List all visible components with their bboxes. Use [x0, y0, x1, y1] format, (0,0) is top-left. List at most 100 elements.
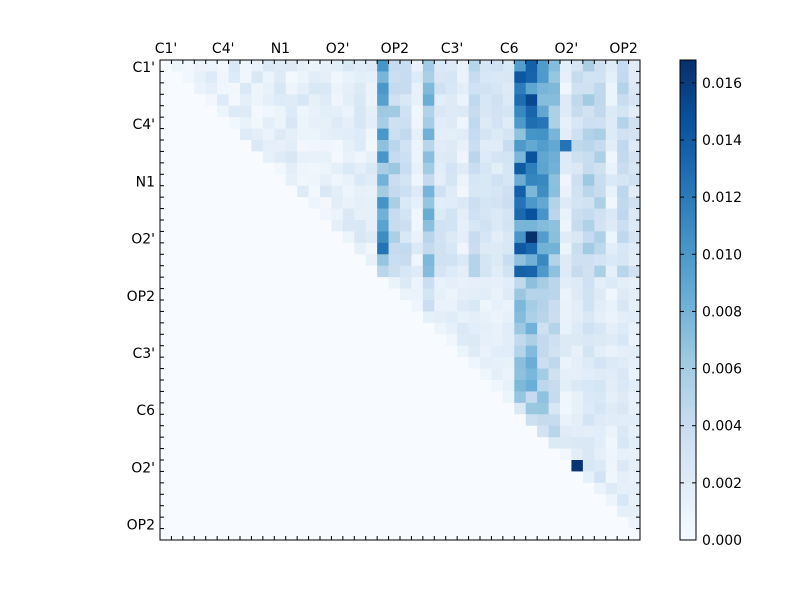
heatmap-cell: [240, 471, 252, 484]
heatmap-cell: [331, 254, 344, 267]
heatmap-cell: [628, 505, 641, 518]
heatmap-cell: [320, 197, 332, 209]
heatmap-cell: [194, 71, 207, 84]
heatmap-cell: [308, 162, 321, 175]
heatmap-cell: [491, 60, 504, 72]
heatmap-cell: [582, 254, 595, 267]
heatmap-cell: [354, 448, 367, 461]
heatmap-cell: [262, 505, 275, 518]
heatmap-cell: [217, 197, 229, 209]
heatmap-cell: [468, 140, 481, 152]
heatmap-cell: [525, 460, 538, 472]
heatmap-cell: [377, 300, 389, 312]
heatmap-cell: [514, 345, 527, 358]
heatmap-cell: [388, 117, 401, 129]
heatmap-cell: [560, 380, 572, 392]
heatmap-cell: [617, 151, 629, 164]
heatmap-cell: [514, 471, 527, 484]
heatmap-cell: [628, 60, 641, 72]
heatmap-cell: [560, 334, 572, 347]
heatmap-cell: [422, 494, 435, 507]
heatmap-cell: [354, 368, 367, 381]
heatmap-cell: [582, 471, 595, 484]
heatmap-cell: [445, 94, 458, 107]
heatmap-cell: [422, 334, 435, 347]
heatmap-cell: [228, 117, 241, 129]
heatmap-cell: [457, 254, 469, 267]
heatmap-cell: [274, 208, 287, 221]
heatmap-cell: [594, 82, 607, 95]
heatmap-cell: [445, 265, 458, 278]
heatmap-cell: [411, 345, 424, 358]
heatmap-cell: [205, 311, 218, 324]
heatmap-cell: [548, 242, 561, 255]
heatmap-cell: [605, 128, 618, 141]
heatmap-cell: [457, 208, 469, 221]
y-tick-label: OP2: [127, 289, 155, 305]
heatmap-cell: [514, 380, 527, 392]
heatmap-cell: [537, 505, 549, 518]
heatmap-cell: [182, 300, 195, 312]
heatmap-cell: [240, 437, 252, 449]
heatmap-cell: [365, 322, 378, 335]
heatmap-cell: [240, 425, 252, 438]
heatmap-cell: [537, 391, 549, 404]
heatmap-cell: [411, 288, 424, 301]
heatmap-cell: [274, 231, 287, 244]
heatmap-cell: [320, 368, 332, 381]
heatmap-cell: [502, 345, 515, 358]
heatmap-cell: [182, 231, 195, 244]
heatmap-cell: [628, 437, 641, 449]
heatmap-cell: [502, 391, 515, 404]
heatmap-cell: [217, 471, 229, 484]
heatmap-cell: [617, 265, 629, 278]
heatmap-cell: [194, 197, 207, 209]
heatmap-cell: [582, 151, 595, 164]
heatmap-cell: [571, 482, 584, 495]
heatmap-cell: [605, 505, 618, 518]
heatmap-cell: [251, 277, 264, 289]
heatmap-cell: [194, 105, 207, 118]
heatmap-cell: [194, 414, 207, 427]
heatmap-cell: [605, 151, 618, 164]
heatmap-cell: [308, 140, 321, 152]
heatmap-cell: [457, 425, 469, 438]
heatmap-cell: [240, 334, 252, 347]
heatmap-cell: [377, 471, 389, 484]
heatmap-cell: [468, 505, 481, 518]
heatmap-cell: [434, 471, 447, 484]
heatmap-cell: [160, 288, 172, 301]
x-tick-label: N1: [271, 41, 290, 57]
heatmap-cell: [251, 505, 264, 518]
heatmap-cell: [342, 311, 355, 324]
heatmap-cell: [628, 242, 641, 255]
heatmap-cell: [388, 82, 401, 95]
heatmap-cell: [365, 94, 378, 107]
heatmap-cell: [240, 254, 252, 267]
heatmap-cell: [594, 334, 607, 347]
heatmap-cell: [285, 357, 298, 369]
heatmap-cell: [582, 277, 595, 289]
heatmap-cell: [182, 254, 195, 267]
heatmap-cell: [525, 505, 538, 518]
heatmap-cell: [354, 288, 367, 301]
heatmap-cell: [491, 517, 504, 529]
heatmap-cell: [411, 322, 424, 335]
heatmap-cell: [205, 517, 218, 529]
heatmap-cell: [514, 322, 527, 335]
heatmap-cell: [502, 265, 515, 278]
heatmap-cell: [457, 162, 469, 175]
heatmap-cell: [377, 437, 389, 449]
heatmap-cell: [480, 128, 492, 141]
heatmap-cell: [297, 528, 309, 541]
heatmap-cell: [571, 334, 584, 347]
heatmap-cell: [308, 300, 321, 312]
heatmap-cell: [331, 322, 344, 335]
y-tick-label: C6: [136, 403, 155, 419]
heatmap-cell: [605, 117, 618, 129]
heatmap-cell: [560, 460, 572, 472]
heatmap-cell: [160, 380, 172, 392]
heatmap-cell: [525, 94, 538, 107]
heatmap-cell: [194, 242, 207, 255]
heatmap-cell: [354, 482, 367, 495]
